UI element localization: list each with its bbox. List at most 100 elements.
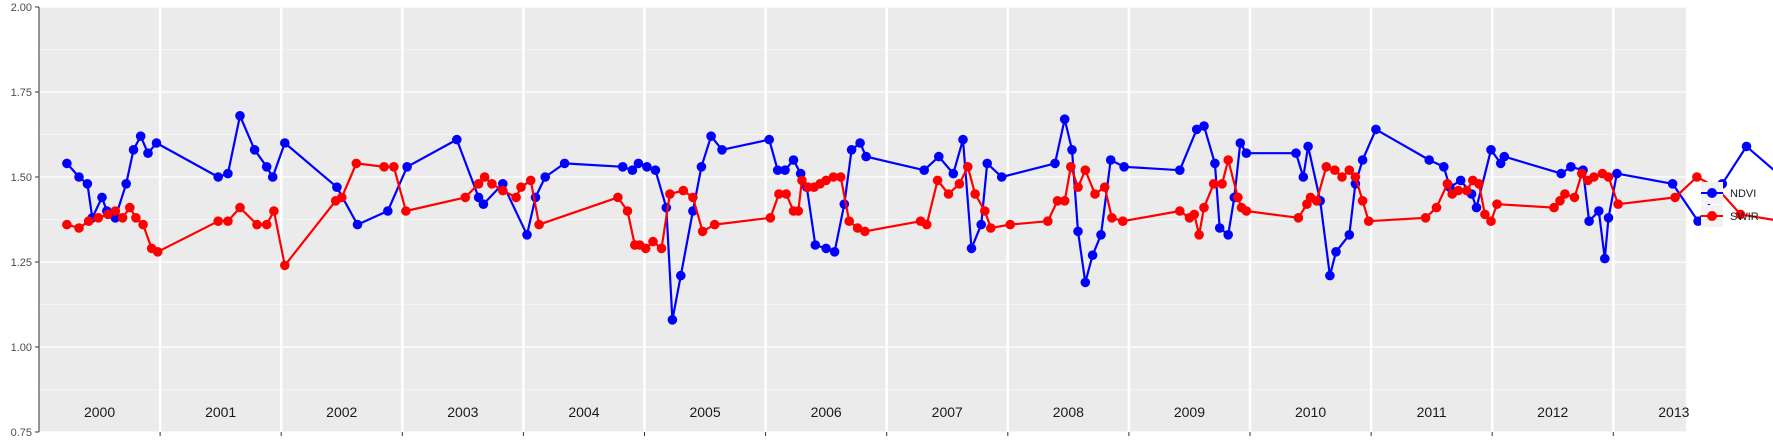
data-point <box>559 158 570 169</box>
data-point <box>128 145 139 155</box>
data-point <box>1692 172 1702 182</box>
data-point <box>717 145 727 155</box>
data-point <box>1612 168 1622 179</box>
year-label: 2000 <box>84 404 115 420</box>
data-point <box>93 213 104 223</box>
data-point <box>1119 162 1129 172</box>
year-label: 2011 <box>1417 404 1447 420</box>
data-point <box>540 172 550 182</box>
data-point <box>1208 179 1219 189</box>
data-point <box>706 131 716 141</box>
data-point <box>1052 196 1063 206</box>
data-point <box>633 158 644 169</box>
data-point <box>1589 172 1599 182</box>
data-point <box>1099 182 1110 192</box>
data-point <box>1371 124 1381 135</box>
data-point <box>943 189 954 199</box>
data-point <box>213 216 223 226</box>
data-point <box>252 219 262 230</box>
data-point <box>828 172 839 182</box>
data-point <box>844 216 854 226</box>
data-point <box>261 219 272 230</box>
data-point <box>1073 182 1083 192</box>
data-point <box>1059 196 1070 206</box>
data-point <box>117 213 128 223</box>
data-point <box>1350 172 1361 182</box>
data-point <box>534 219 544 230</box>
data-point <box>223 168 233 179</box>
data-point <box>97 192 107 203</box>
year-label: 2013 <box>1658 404 1689 420</box>
data-point <box>1325 270 1335 281</box>
data-point <box>772 165 783 175</box>
data-point <box>1566 162 1576 172</box>
data-point <box>861 151 871 162</box>
data-point <box>1241 206 1252 216</box>
data-point <box>934 151 944 162</box>
y-tick-label: 0.75 <box>11 427 32 439</box>
x-axis <box>159 432 1614 436</box>
series-line <box>66 114 1773 321</box>
data-point <box>1241 148 1252 158</box>
data-point <box>525 175 536 186</box>
grid-major <box>39 6 1686 433</box>
data-point <box>280 260 290 271</box>
data-point <box>1311 196 1322 206</box>
data-point <box>62 219 72 230</box>
data-point <box>1603 213 1614 223</box>
data-point <box>1059 114 1070 124</box>
data-point <box>332 182 342 192</box>
data-point <box>1613 199 1623 209</box>
data-point <box>1603 172 1614 182</box>
data-point <box>478 199 489 209</box>
data-point <box>522 230 532 240</box>
data-point <box>665 189 675 199</box>
data-point <box>83 216 94 226</box>
data-point <box>1043 216 1053 226</box>
data-point <box>1486 145 1496 155</box>
data-point <box>125 202 135 213</box>
data-point <box>1741 141 1752 152</box>
data-point <box>1357 155 1368 165</box>
data-point <box>1555 196 1565 206</box>
data-point <box>261 162 272 172</box>
data-point <box>678 185 689 196</box>
data-point <box>473 192 484 203</box>
data-point <box>781 189 791 199</box>
data-point <box>487 179 497 189</box>
data-point <box>110 213 121 223</box>
year-labels: 2000 2001 2002 2003 2004 2005 2006 2007 2008 2009… <box>84 404 1690 420</box>
year-label: 2009 <box>1174 404 1205 420</box>
data-point <box>788 155 799 165</box>
data-point <box>82 179 93 189</box>
legend-label: SWIR <box>1730 211 1759 223</box>
data-point <box>1050 158 1060 169</box>
data-point <box>402 162 412 172</box>
data-point <box>121 179 131 189</box>
y-tick-label: 1.25 <box>11 257 32 269</box>
data-point <box>1217 179 1227 189</box>
data-point <box>622 206 633 216</box>
data-point <box>151 138 162 148</box>
year-label: 2010 <box>1295 404 1326 420</box>
data-point <box>793 206 804 216</box>
data-point <box>1087 250 1098 260</box>
data-point <box>835 172 846 182</box>
data-point <box>1235 138 1246 148</box>
data-point <box>821 175 831 186</box>
data-point <box>1291 148 1301 158</box>
data-point <box>613 192 623 203</box>
data-point <box>1210 158 1220 169</box>
data-point <box>797 175 807 186</box>
data-point <box>1600 253 1610 264</box>
data-point <box>709 219 720 230</box>
data-point <box>131 213 141 223</box>
data-point <box>1321 162 1332 172</box>
data-point <box>1560 189 1570 199</box>
data-point <box>1492 199 1502 209</box>
data-point <box>1067 145 1077 155</box>
data-point <box>74 172 84 182</box>
data-point <box>656 243 667 254</box>
data-point <box>1303 141 1313 152</box>
